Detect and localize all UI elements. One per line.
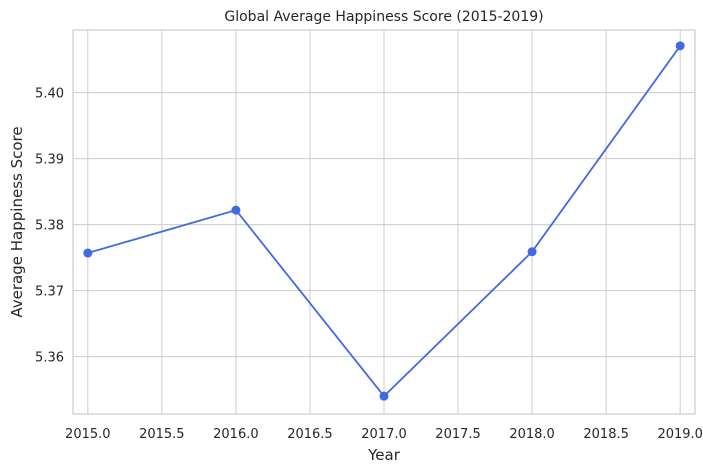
y-tick-label: 5.39 xyxy=(35,153,64,168)
y-axis-label: Average Happiness Score xyxy=(8,126,26,317)
data-point xyxy=(83,248,93,258)
data-point xyxy=(527,247,537,257)
x-tick-label: 2017.0 xyxy=(361,427,407,442)
data-point xyxy=(675,41,685,51)
y-gridlines xyxy=(73,92,695,358)
data-point xyxy=(231,205,241,215)
y-tick-label: 5.37 xyxy=(35,285,64,300)
x-gridlines xyxy=(87,30,681,414)
x-tick-label: 2016.0 xyxy=(213,427,259,442)
x-tick-label: 2017.5 xyxy=(435,427,481,442)
plot-frame xyxy=(72,29,696,415)
x-axis-label: Year xyxy=(367,446,401,464)
data-points xyxy=(83,41,685,401)
x-tick-label: 2018.5 xyxy=(583,427,629,442)
x-tick-label: 2015.5 xyxy=(139,427,185,442)
y-tick-labels: 5.36 5.37 5.38 5.39 5.40 xyxy=(35,87,64,366)
y-tick-label: 5.40 xyxy=(35,87,64,102)
data-point xyxy=(379,391,389,401)
chart-title: Global Average Happiness Score (2015-201… xyxy=(224,9,543,25)
x-tick-label: 2016.5 xyxy=(287,427,333,442)
x-tick-label: 2018.0 xyxy=(509,427,555,442)
y-tick-label: 5.36 xyxy=(35,351,64,366)
x-tick-label: 2015.0 xyxy=(65,427,111,442)
x-tick-labels: 2015.0 2015.5 2016.0 2016.5 2017.0 2017.5 2018… xyxy=(65,427,703,442)
y-tick-label: 5.38 xyxy=(35,219,64,234)
x-tick-label: 2019.0 xyxy=(657,427,703,442)
